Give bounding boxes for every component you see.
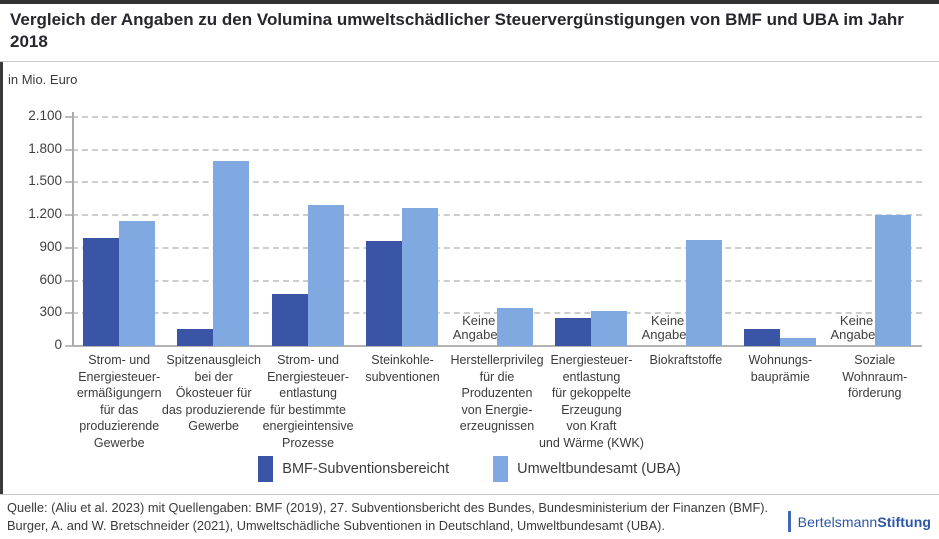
left-accent-bar [0, 62, 3, 494]
y-tick-mark [65, 181, 72, 184]
bar-uba [591, 311, 628, 346]
source-text-line2: Burger, A. and W. Bretschneider (2021), … [7, 518, 665, 533]
category-label: Steinkohle- subventionen [365, 353, 440, 384]
bar-bmf [271, 293, 308, 346]
source-text-line1: Quelle: (Aliu et al. 2023) mit Quellenga… [7, 500, 769, 515]
y-tick-mark [65, 279, 72, 282]
category-label: Soziale Wohnraum- förderung [842, 353, 908, 400]
category-label: Herstellerprivileg für die Produzenten v… [450, 353, 544, 433]
y-tick-mark [65, 246, 72, 249]
y-tick-mark [65, 148, 72, 151]
no-data-note: Keine Angaben [452, 313, 505, 343]
logo-bar-icon [787, 511, 791, 532]
category-label: Strom- und Energiesteuer- entlastung für… [262, 353, 354, 450]
y-tick-label: 1.500 [28, 173, 62, 189]
y-tick-label: 2.100 [28, 108, 62, 123]
legend-item-uba: Umweltbundesamt (UBA) [493, 456, 681, 482]
footer-separator [0, 494, 939, 495]
chart-legend: BMF-Subventionsbereicht Umweltbundesamt … [0, 452, 939, 486]
uba-series-swatch-icon [493, 456, 509, 482]
y-axis-line [72, 112, 74, 346]
bar-bmf [555, 317, 592, 346]
category-label: Biokraftstoffe [649, 353, 723, 367]
y-tick-mark [65, 116, 72, 118]
category-label: Wohnungs- bauprämie [748, 353, 813, 384]
bar-bmf [83, 238, 119, 346]
chart-title: Vergleich der Angaben zu den Volumina um… [10, 10, 904, 52]
y-tick-label: 1.800 [28, 140, 62, 156]
x-axis-baseline [72, 345, 922, 347]
bmf-series-swatch-icon [258, 456, 274, 482]
logo-text-regular: Bertelsmann [797, 513, 878, 530]
bar-uba [307, 205, 344, 346]
y-tick-mark [65, 214, 72, 217]
y-gridline [72, 214, 922, 217]
y-tick-label: 300 [39, 304, 62, 320]
bar-uba [874, 215, 911, 346]
y-tick-label: 0 [54, 337, 62, 352]
bar-uba [119, 220, 155, 346]
bar-bmf [177, 328, 214, 346]
logo-text: BertelsmannStiftung [798, 514, 931, 530]
bar-uba [496, 307, 533, 346]
bar-bmf [744, 328, 781, 346]
no-data-note: Keine Angaben [641, 313, 694, 343]
bertelsmann-stiftung-logo: BertelsmannStiftung [787, 511, 931, 532]
y-tick-label: 900 [39, 238, 62, 254]
no-data-note: Keine Angaben [830, 313, 883, 343]
y-gridline [72, 279, 922, 282]
y-gridline [72, 246, 922, 249]
category-label: Strom- und Energiesteuer- ermäßigungern … [76, 353, 162, 450]
y-gridline [72, 181, 922, 184]
y-tick-mark [65, 312, 72, 315]
y-gridline [72, 148, 922, 151]
category-label: Spitzenausgleich bei der Ökosteuer für d… [161, 353, 266, 433]
bar-uba [685, 240, 722, 346]
y-tick-mark [65, 345, 72, 347]
legend-label-uba: Umweltbundesamt (UBA) [517, 461, 681, 477]
legend-label-bmf: BMF-Subventionsbereicht [282, 461, 450, 477]
legend-item-bmf: BMF-Subventionsbereicht [258, 456, 449, 482]
bar-uba [402, 207, 439, 346]
bar-bmf [366, 241, 403, 346]
bar-uba [780, 337, 817, 346]
title-separator [0, 61, 939, 62]
y-tick-label: 600 [39, 271, 62, 287]
category-label: Energiesteuer- entlastung für gekoppelte… [538, 353, 644, 450]
y-axis-unit-label: in Mio. Euro [8, 72, 78, 87]
bar-uba [213, 160, 250, 346]
y-gridline [72, 116, 922, 118]
logo-text-bold: Stiftung [877, 513, 931, 530]
top-accent-bar [0, 0, 939, 4]
y-tick-label: 1.200 [28, 206, 62, 222]
